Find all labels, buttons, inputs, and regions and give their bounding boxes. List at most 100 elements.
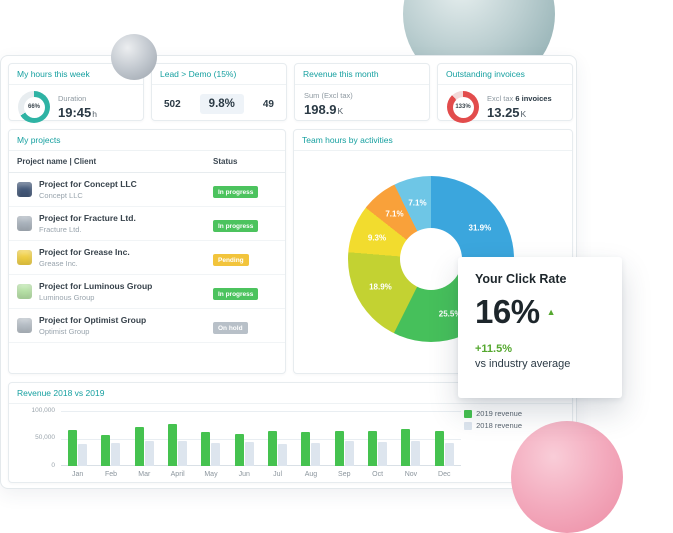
legend-item-2018[interactable]: 2018 revenue	[464, 421, 522, 430]
project-name: Project for Optimist Group	[39, 315, 147, 325]
bar-plot: Jan Feb Mar April May Jun Jul Aug Sep Oct Nov Dec	[61, 411, 461, 478]
click-rate-value: 16%	[475, 293, 540, 330]
x-axis-baseline	[61, 465, 461, 466]
click-rate-delta: +11.5%	[475, 343, 513, 355]
x-axis-label: May	[204, 471, 218, 478]
x-axis-label: Nov	[404, 471, 418, 478]
bar-2018-revenue	[244, 441, 254, 466]
revenue-sum-label: Sum (Excl tax)	[304, 91, 353, 100]
x-axis-label: Jul	[273, 471, 283, 478]
card-title-projects: My projects	[9, 130, 285, 151]
decorative-sphere-gray	[111, 34, 157, 80]
table-row[interactable]: Project for Optimist Group Optimist Group…	[9, 309, 285, 343]
bar-2018-revenue	[278, 444, 288, 466]
invoices-value-row: 13.25K	[487, 105, 552, 120]
decorative-sphere-pink	[511, 421, 623, 533]
revenue-card-body: Sum (Excl tax) 198.9K	[295, 85, 429, 123]
bar-2019-revenue	[434, 430, 444, 466]
card-lead-demo: Lead > Demo (15%) 502 9.8% 49	[151, 63, 287, 121]
project-info: Project for Concept LLC Concept LLC	[39, 179, 206, 200]
duration-value-row: 19:45h	[58, 105, 97, 120]
bar-2019-revenue	[101, 435, 111, 466]
project-info: Project for Optimist Group Optimist Group	[39, 315, 206, 336]
bar-2018-revenue	[311, 443, 321, 466]
invoices-gauge	[447, 91, 479, 123]
gridline-50k	[61, 438, 461, 440]
donut-slice-label: 31.9%	[468, 223, 492, 233]
invoices-label-row: Excl tax 6 invoices	[487, 94, 552, 103]
table-row[interactable]: Project for Concept LLC Concept LLC In pro…	[9, 173, 285, 207]
project-info: Project for Grease Inc. Grease Inc.	[39, 247, 206, 268]
x-axis-label: Sep	[338, 471, 351, 478]
bar-2018-revenue	[78, 444, 88, 466]
bar-group: Nov	[394, 411, 427, 478]
card-title-invoices: Outstanding invoices	[438, 64, 572, 85]
x-axis-label: Mar	[138, 471, 151, 478]
revenue-unit: K	[337, 106, 344, 116]
lead-rate-value: 9.8%	[199, 94, 244, 114]
hours-gauge-wrap: 66%	[18, 91, 50, 123]
table-row[interactable]: Project for Fracture Ltd. Fracture Ltd. In…	[9, 207, 285, 241]
card-outstanding-invoices: Outstanding invoices 133% Excl tax 6 inv…	[437, 63, 573, 123]
project-client: Optimist Group	[39, 327, 90, 336]
bar-group: Aug	[294, 411, 327, 478]
invoices-count: 6 invoices	[515, 94, 552, 103]
table-row[interactable]: Project for Luminous Group Luminous Group…	[9, 275, 285, 309]
column-header-project-client: Project name | Client	[17, 157, 97, 166]
bar-2018-revenue	[178, 440, 188, 466]
invoices-metric: Excl tax 6 invoices 13.25K	[487, 94, 552, 120]
status-cell: In progress	[213, 283, 277, 301]
x-axis-label: April	[170, 471, 185, 478]
invoices-label-prefix: Excl tax	[487, 94, 514, 103]
hours-metric: Duration 19:45h	[58, 94, 97, 120]
click-rate-subtitle: vs industry average	[475, 358, 571, 370]
card-my-projects: My projects Project name | Client Status…	[8, 129, 286, 374]
project-client: Luminous Group	[39, 293, 95, 302]
invoices-card-body: 133% Excl tax 6 invoices 13.25K	[438, 85, 572, 129]
project-name: Project for Grease Inc.	[39, 247, 130, 257]
bar-2019-revenue	[334, 430, 344, 466]
project-info: Project for Luminous Group Luminous Group	[39, 281, 206, 302]
card-title-revenue: Revenue this month	[295, 64, 429, 85]
bar-group: Oct	[361, 411, 394, 478]
status-cell: In progress	[213, 181, 277, 199]
table-row[interactable]: Project for Grease Inc. Grease Inc. Pendin…	[9, 241, 285, 275]
project-client: Grease Inc.	[39, 259, 78, 268]
invoices-unit: K	[520, 109, 527, 119]
bar-2018-revenue	[444, 442, 454, 466]
project-icon	[17, 182, 32, 197]
legend-label-2018: 2018 revenue	[476, 421, 522, 430]
card-title-revenue-chart: Revenue 2018 vs 2019	[9, 383, 572, 404]
donut-slice-label: 25.5%	[438, 309, 462, 319]
card-hours-this-week: My hours this week 66% Duration 19:45h	[8, 63, 144, 123]
bar-2019-revenue	[234, 434, 244, 466]
lead-right-value: 49	[262, 98, 274, 110]
chart-legend: 2019 revenue 2018 revenue	[464, 409, 522, 430]
click-rate-value-row: 16% ▲	[475, 293, 605, 331]
bar-group: Jun	[228, 411, 261, 478]
card-title-lead: Lead > Demo (15%)	[152, 64, 286, 85]
bar-2018-revenue	[144, 441, 154, 466]
legend-swatch	[464, 421, 473, 430]
project-icon	[17, 318, 32, 333]
hours-gauge	[18, 91, 50, 123]
x-axis-label: Jan	[72, 471, 84, 478]
x-axis-label: Oct	[372, 471, 384, 478]
bar-group: Sep	[328, 411, 361, 478]
status-cell: On hold	[213, 317, 277, 335]
y-axis-label-50k: 50,000	[35, 434, 55, 441]
card-revenue-2018-vs-2019: Revenue 2018 vs 2019 2019 revenue 2018 r…	[8, 382, 573, 483]
duration-unit: h	[92, 109, 97, 119]
legend-item-2019[interactable]: 2019 revenue	[464, 409, 522, 418]
duration-value: 19:45	[58, 105, 92, 120]
x-axis-label: Jun	[238, 471, 250, 478]
bar-2019-revenue	[268, 430, 278, 466]
bar-group: Mar	[128, 411, 161, 478]
project-name: Project for Fracture Ltd.	[39, 213, 136, 223]
bar-2018-revenue	[344, 441, 354, 466]
bar-group: Dec	[428, 411, 461, 478]
bar-2018-revenue	[378, 441, 388, 466]
bar-2018-revenue	[211, 442, 221, 466]
donut-slice-label: 18.9%	[369, 282, 392, 292]
